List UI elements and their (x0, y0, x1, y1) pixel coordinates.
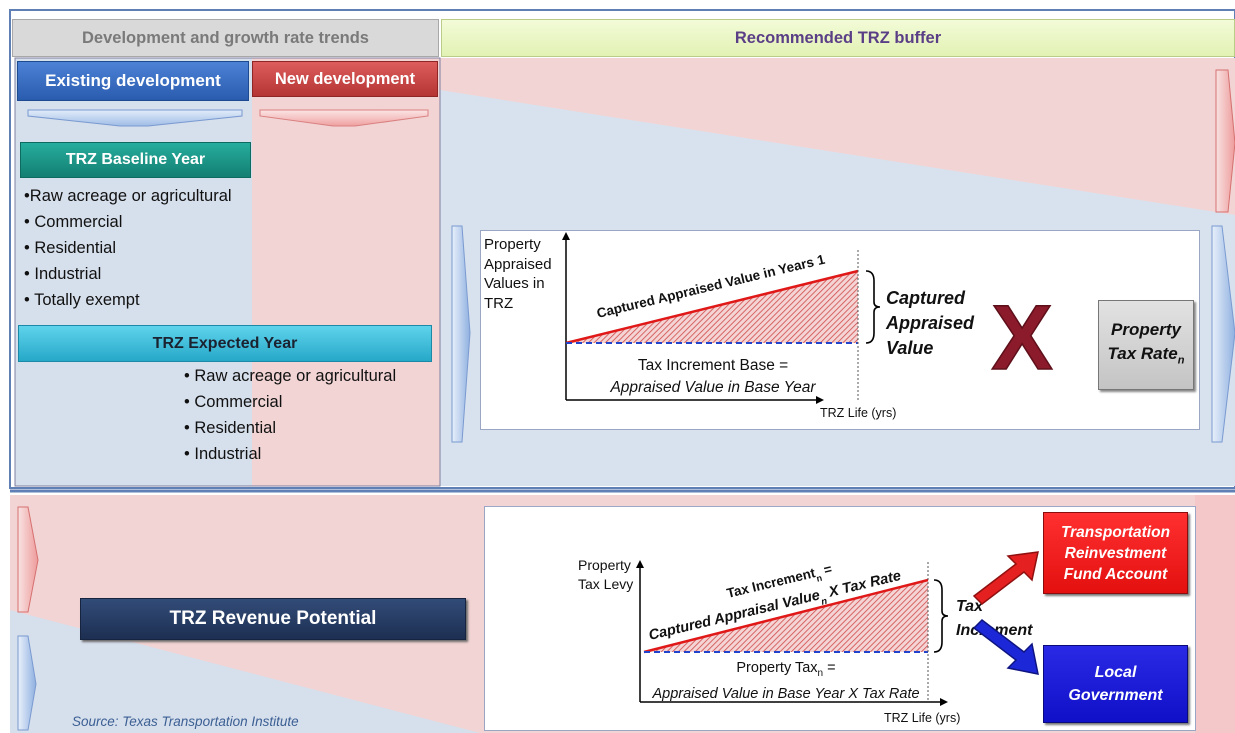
list-item: • Residential (184, 419, 276, 437)
existing-development-label: Existing development (17, 61, 249, 101)
source-note: Source: Texas Transportation Institute (72, 714, 299, 729)
header-recommended-buffer: Recommended TRZ buffer (441, 19, 1235, 57)
header-left-title: Development and growth rate trends (82, 28, 369, 47)
header-right-title: Recommended TRZ buffer (734, 28, 942, 47)
arrow-up-right-icon (972, 551, 1039, 605)
list-item: • Commercial (24, 213, 123, 231)
captured-appraised-value-label: Captured Appraised Value (886, 288, 975, 358)
list-item: •Raw acreage or agricultural (24, 187, 232, 205)
tax-levy-chart: Tax Incrementn = Captured Appraisal Valu… (636, 560, 949, 706)
expected-items: • Raw acreage or agricultural • Commerci… (184, 363, 396, 467)
list-item: • Industrial (24, 265, 102, 283)
baseline-year-title: TRZ Baseline Year (20, 142, 251, 178)
tax-levy-y-label: Property Tax Levy (578, 557, 634, 592)
list-item: • Raw acreage or agricultural (184, 367, 397, 385)
header-development-trends: Development and growth rate trends (12, 19, 439, 57)
revenue-potential-label: TRZ Revenue Potential (80, 598, 466, 640)
brace (865, 270, 881, 344)
appraised-value-chart: Captured Appraised Value in Years 1 (562, 232, 881, 404)
tax-levy-x-label: TRZ Life (yrs) (884, 711, 961, 725)
arrow-down-right-icon (972, 619, 1039, 675)
local-government-box: Local Government (1043, 645, 1188, 723)
brace (933, 579, 949, 653)
expected-year-title: TRZ Expected Year (18, 325, 432, 362)
list-item: • Residential (24, 239, 116, 257)
new-development-label: New development (252, 61, 438, 97)
property-tax-rate-box: Property Tax Raten (1098, 300, 1194, 390)
captured-value-line (565, 269, 859, 345)
destination-arrows (972, 551, 1039, 675)
property-tax-base-label: Property Taxn = Appraised Value in Base … (652, 660, 920, 702)
fund-account-box: Transportation Reinvestment Fund Account (1043, 512, 1188, 594)
list-item: • Totally exempt (24, 291, 140, 309)
tax-increment-line (643, 578, 929, 654)
multiply-icon: X (991, 303, 1054, 375)
svg-text:X: X (991, 303, 1052, 375)
list-item: • Commercial (184, 393, 283, 411)
tax-increment-base-label: Tax Increment Base = Appraised Value in … (610, 357, 816, 396)
appraised-y-label: Property Appraised Values in TRZ (484, 236, 552, 312)
list-item: • Industrial (184, 445, 262, 463)
baseline-items: •Raw acreage or agricultural • Commercia… (24, 183, 232, 313)
appraised-x-label: TRZ Life (yrs) (820, 406, 897, 420)
